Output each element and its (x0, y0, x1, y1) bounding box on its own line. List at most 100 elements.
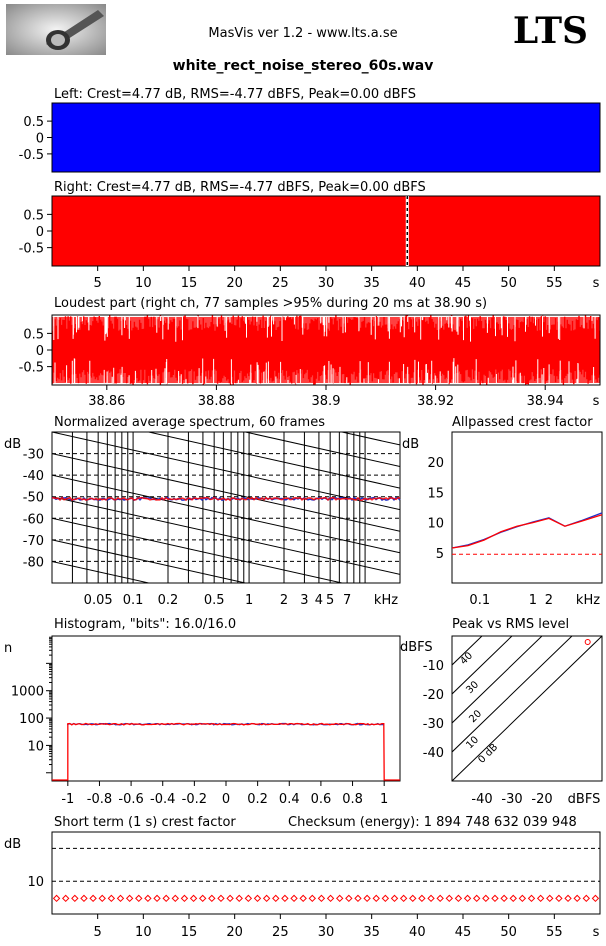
brand-logo: LTS (512, 10, 588, 52)
crest-point (454, 894, 463, 903)
tick-label: s (593, 276, 600, 291)
crest-point (299, 894, 307, 903)
crest-point (272, 894, 280, 903)
crest-point (217, 894, 225, 903)
crest-point (518, 894, 527, 903)
tick-label: kHz (576, 593, 600, 608)
crest-point (198, 894, 207, 903)
tick-label: 2 (545, 593, 553, 608)
crest-point (335, 894, 344, 903)
tick-label: 38.86 (88, 394, 125, 409)
diagonal-line (52, 432, 400, 511)
crest-point (436, 894, 444, 903)
tick-label: s (593, 925, 600, 940)
tick-label: 10 (27, 875, 44, 890)
tick-label: 10 (135, 276, 152, 291)
crest-point (509, 894, 517, 903)
diagonal-line (339, 432, 400, 446)
tick-label: dBFS (568, 792, 601, 807)
tick-label: -30 (501, 792, 522, 807)
crest-point (546, 894, 554, 903)
tick-label: -0.6 (118, 792, 143, 807)
diagonal-line (52, 539, 248, 583)
crest-point (226, 894, 234, 903)
crest-diagonal (452, 636, 573, 753)
crest-point (472, 894, 481, 903)
tick-label: -1 (61, 792, 74, 807)
tick-label: -40 (423, 746, 444, 761)
tick-label: -30 (23, 448, 44, 463)
panel-title: Peak vs RMS level (452, 617, 569, 632)
crest-point (107, 894, 116, 903)
file-name: white_rect_noise_stereo_60s.wav (172, 58, 434, 74)
tick-label: 40 (409, 276, 426, 291)
masvis-logo-icon (6, 4, 106, 55)
tick-label: 5 (94, 925, 102, 940)
tick-label: 20 (226, 925, 243, 940)
tick-label: -60 (23, 512, 44, 527)
crest-point (180, 894, 189, 903)
tick-label: 0 (36, 344, 44, 359)
diagonal-line (52, 626, 400, 704)
tick-label: 7 (343, 593, 351, 608)
tick-label: 0.05 (84, 593, 113, 608)
tick-label: 0.1 (123, 593, 144, 608)
tick-label: 50 (500, 276, 517, 291)
tick-label: 40 (409, 925, 426, 940)
tick-label: 0 (36, 225, 44, 240)
tick-label: 20 (226, 276, 243, 291)
histogram-right-line (52, 722, 400, 781)
crest-point (418, 894, 426, 903)
panel-title: Normalized average spectrum, 60 frames (54, 415, 325, 430)
diagonal-line (52, 560, 151, 583)
tick-label: 55 (546, 925, 563, 940)
tick-label: 1 (380, 792, 388, 807)
loudest-notches (53, 316, 596, 384)
crest-point (144, 894, 152, 903)
crest-point (536, 894, 545, 903)
plot-frame (51, 431, 401, 584)
crest-diagonal (452, 636, 513, 695)
plot-frame (451, 431, 603, 584)
panel-title: Left: Crest=4.77 dB, RMS=-4.77 dBFS, Pea… (54, 87, 416, 102)
crest-point (363, 894, 371, 903)
crest-point (235, 894, 243, 903)
axis-label: dB (4, 437, 21, 452)
crest-point (564, 894, 572, 903)
tick-label: -70 (23, 534, 44, 549)
loudest-fill (52, 317, 600, 383)
tick-label: 30 (318, 276, 335, 291)
tick-label: 0.1 (469, 593, 490, 608)
axis-label: dB (4, 837, 21, 852)
plot-frame (451, 635, 603, 782)
tick-label: 5 (94, 276, 102, 291)
crest-point (162, 894, 170, 903)
tick-label: 4 (315, 593, 323, 608)
crest-diagonal-label: 0 dB (476, 742, 500, 766)
tick-label: 45 (455, 276, 472, 291)
tick-label: 1 (529, 593, 537, 608)
checksum-text: Checksum (energy): 1 894 748 632 039 948 (288, 815, 577, 830)
panel-title: Right: Crest=4.77 dB, RMS=-4.77 dBFS, Pe… (54, 180, 426, 195)
allpass-right-line (451, 514, 603, 549)
tick-label: 25 (272, 925, 289, 940)
tick-label: 0.5 (23, 208, 44, 223)
crest-diagonal-label: 40 (458, 650, 475, 667)
app-title: MasVis ver 1.2 - www.lts.a.se (208, 26, 398, 41)
tick-label: 30 (318, 925, 335, 940)
panel-title: Histogram, "bits": 16.0/16.0 (54, 617, 236, 632)
tick-label: -0.8 (87, 792, 112, 807)
crest-point (125, 894, 134, 903)
crest-point (491, 894, 499, 903)
axis-label: dBFS (400, 640, 433, 655)
tick-label: 38.9 (312, 394, 341, 409)
tick-label: 10 (27, 739, 44, 754)
crest-point (555, 894, 563, 903)
tick-label: 0.5 (204, 593, 225, 608)
tick-label: 3 (300, 593, 308, 608)
tick-label: 25 (272, 276, 289, 291)
tick-label: -50 (23, 491, 44, 506)
crest-diagonal-label: 20 (467, 708, 484, 725)
tick-label: -40 (23, 469, 44, 484)
tick-label: s (593, 394, 600, 409)
